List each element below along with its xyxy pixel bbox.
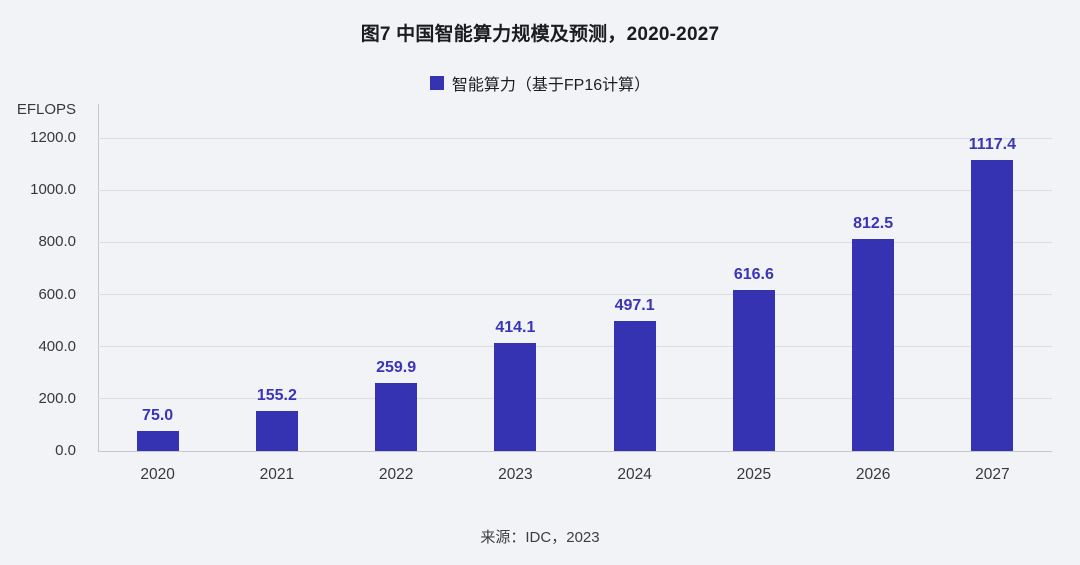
legend-label: 智能算力（基于FP16计算） bbox=[451, 77, 651, 94]
gridline bbox=[98, 294, 1052, 295]
plot-area: 75.0 155.2 259.9 414.1 497.1 616.6 812.5 1117.4 bbox=[98, 135, 1052, 452]
x-tick-label: 2027 bbox=[975, 466, 1010, 483]
legend-swatch-icon bbox=[429, 76, 444, 90]
x-tick-label: 2021 bbox=[259, 466, 295, 483]
x-tick-label: 2022 bbox=[378, 466, 414, 483]
bar-value-label: 616.6 bbox=[733, 266, 774, 284]
gridline bbox=[98, 189, 1052, 191]
gridline bbox=[98, 398, 1052, 400]
bar-2020 bbox=[136, 431, 179, 451]
bar-2022 bbox=[375, 383, 418, 451]
y-tick-label: 200.0 bbox=[38, 389, 76, 407]
bar-2024 bbox=[613, 321, 656, 451]
bar-value-label: 75.0 bbox=[142, 407, 174, 425]
x-tick-label: 2020 bbox=[140, 466, 175, 483]
y-axis-unit-label: EFLOPS bbox=[16, 101, 76, 118]
y-tick-label: 400.0 bbox=[38, 337, 76, 355]
bar-value-label: 155.2 bbox=[256, 386, 297, 404]
bar-value-label: 812.5 bbox=[853, 215, 894, 233]
y-tick-label: 600.0 bbox=[38, 285, 76, 303]
y-tick-label: 0.0 bbox=[55, 442, 76, 459]
y-tick-label: 1000.0 bbox=[30, 181, 76, 199]
bar-value-label: 1117.4 bbox=[968, 135, 1016, 153]
y-tick-label: 1200.0 bbox=[30, 129, 76, 146]
bar-2026 bbox=[852, 239, 895, 451]
source-note: 来源：IDC，2023 bbox=[480, 529, 600, 546]
y-tick-label: 800.0 bbox=[38, 233, 76, 251]
bar-2025 bbox=[732, 290, 775, 451]
x-tick-label: 2024 bbox=[617, 466, 652, 483]
gridline bbox=[98, 241, 1052, 243]
bar-value-label: 497.1 bbox=[614, 297, 655, 315]
x-tick-label: 2023 bbox=[498, 466, 533, 483]
x-tick-label: 2025 bbox=[736, 466, 772, 483]
x-axis-baseline bbox=[98, 450, 1052, 452]
bar-2021 bbox=[255, 410, 298, 451]
bar-2023 bbox=[494, 343, 537, 451]
legend: 智能算力（基于FP16计算） bbox=[0, 71, 1080, 95]
gridline bbox=[98, 346, 1052, 348]
chart-title: 图7 中国智能算力规模及预测，2020-2027 bbox=[360, 24, 720, 45]
bar-value-label: 414.1 bbox=[495, 319, 536, 336]
bar-2027 bbox=[971, 159, 1014, 451]
gridline bbox=[98, 137, 1052, 139]
bar-value-label: 259.9 bbox=[376, 359, 417, 377]
y-axis-line bbox=[98, 104, 99, 452]
x-tick-label: 2026 bbox=[855, 466, 891, 483]
